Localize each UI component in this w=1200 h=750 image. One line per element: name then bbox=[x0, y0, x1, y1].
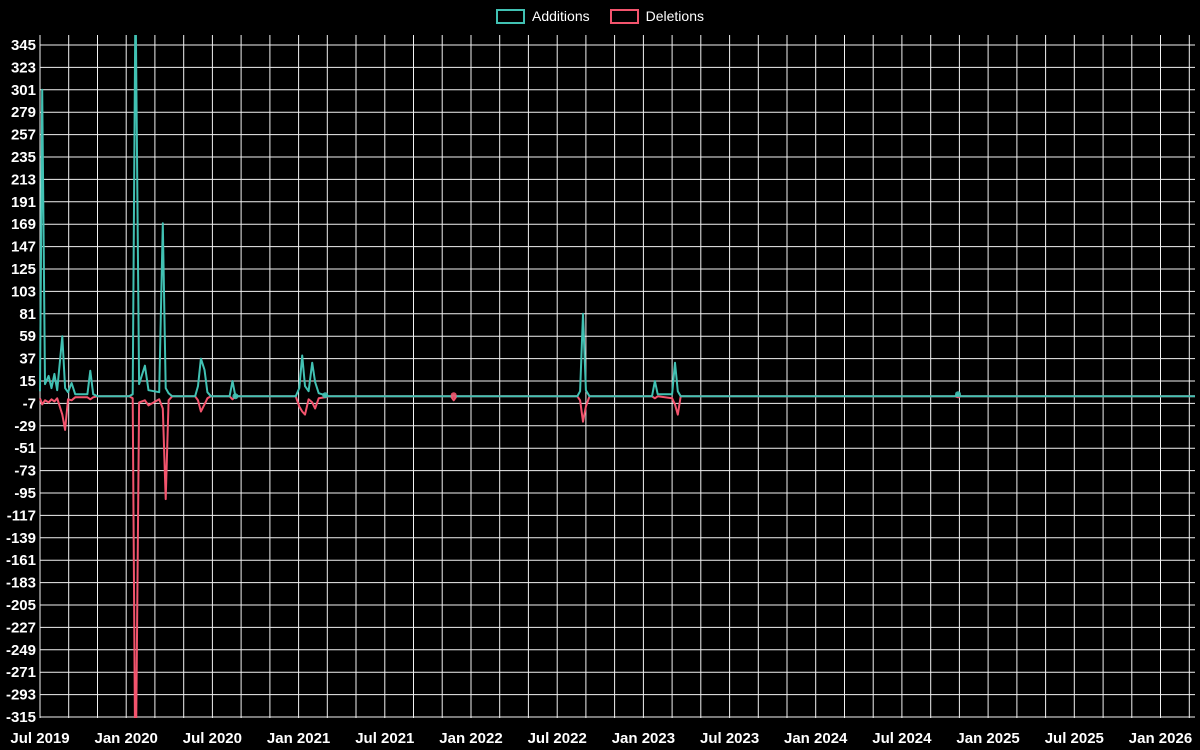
svg-text:-315: -315 bbox=[6, 709, 36, 726]
legend-label-deletions: Deletions bbox=[645, 8, 704, 24]
svg-text:Jan 2024: Jan 2024 bbox=[784, 730, 848, 747]
svg-text:257: 257 bbox=[11, 127, 36, 144]
svg-text:-7: -7 bbox=[23, 395, 36, 412]
data-point-marker bbox=[450, 392, 457, 399]
svg-text:191: 191 bbox=[11, 194, 36, 211]
data-point-marker bbox=[232, 393, 239, 400]
svg-text:-161: -161 bbox=[6, 552, 36, 569]
svg-text:Jul 2024: Jul 2024 bbox=[872, 730, 932, 747]
svg-text:345: 345 bbox=[11, 37, 36, 54]
svg-text:Jul 2019: Jul 2019 bbox=[10, 730, 69, 747]
svg-text:-271: -271 bbox=[6, 664, 36, 681]
x-axis-labels: Jul 2019 Jan 2020 Jul 2020 Jan 2021 Jul 2021… bbox=[10, 730, 1192, 747]
svg-text:Jan 2025: Jan 2025 bbox=[956, 730, 1019, 747]
svg-text:169: 169 bbox=[11, 216, 36, 233]
svg-text:147: 147 bbox=[11, 239, 36, 256]
svg-text:-205: -205 bbox=[6, 597, 36, 614]
y-axis-labels: 345 323 301 279 257 235 213 191 169 147 125 103 81 59… bbox=[6, 37, 36, 726]
svg-text:Jul 2022: Jul 2022 bbox=[528, 730, 587, 747]
svg-text:-249: -249 bbox=[6, 642, 36, 659]
svg-text:279: 279 bbox=[11, 104, 36, 121]
legend-item-additions[interactable]: Additions bbox=[496, 8, 590, 24]
svg-text:Jan 2026: Jan 2026 bbox=[1129, 730, 1192, 747]
svg-text:-95: -95 bbox=[14, 485, 36, 502]
svg-text:235: 235 bbox=[11, 149, 36, 166]
svg-text:-139: -139 bbox=[6, 530, 36, 547]
gridlines bbox=[39, 35, 1195, 718]
svg-text:Jan 2021: Jan 2021 bbox=[267, 730, 330, 747]
svg-text:Jul 2020: Jul 2020 bbox=[183, 730, 242, 747]
svg-text:-293: -293 bbox=[6, 687, 36, 704]
svg-text:Jul 2021: Jul 2021 bbox=[355, 730, 414, 747]
svg-text:Jul 2023: Jul 2023 bbox=[700, 730, 759, 747]
deletions-line bbox=[39, 395, 1195, 718]
series-lines bbox=[39, 35, 1195, 718]
svg-text:Jan 2022: Jan 2022 bbox=[439, 730, 502, 747]
svg-text:125: 125 bbox=[11, 261, 36, 278]
svg-text:59: 59 bbox=[19, 328, 36, 345]
additions-line bbox=[39, 35, 1195, 398]
additions-swatch-icon bbox=[496, 8, 526, 24]
svg-text:81: 81 bbox=[19, 306, 36, 323]
svg-text:15: 15 bbox=[19, 373, 36, 390]
svg-text:301: 301 bbox=[11, 82, 36, 99]
deletions-swatch-icon bbox=[609, 8, 639, 24]
svg-text:-29: -29 bbox=[14, 418, 36, 435]
svg-text:-117: -117 bbox=[7, 507, 36, 524]
legend-label-additions: Additions bbox=[532, 8, 590, 24]
svg-text:-227: -227 bbox=[6, 619, 36, 636]
svg-text:-183: -183 bbox=[6, 575, 36, 592]
svg-text:Jul 2025: Jul 2025 bbox=[1045, 730, 1104, 747]
svg-text:-73: -73 bbox=[14, 463, 36, 480]
svg-text:Jan 2023: Jan 2023 bbox=[612, 730, 675, 747]
svg-text:323: 323 bbox=[11, 59, 36, 76]
data-point-marker bbox=[322, 392, 329, 399]
chart-legend: Additions Deletions bbox=[0, 8, 1200, 24]
legend-item-deletions[interactable]: Deletions bbox=[609, 8, 704, 24]
svg-text:37: 37 bbox=[19, 351, 36, 368]
data-point-marker bbox=[955, 391, 961, 398]
svg-text:213: 213 bbox=[11, 171, 36, 188]
svg-text:-51: -51 bbox=[14, 440, 36, 457]
svg-text:Jan 2020: Jan 2020 bbox=[95, 730, 158, 747]
svg-text:103: 103 bbox=[11, 283, 36, 300]
